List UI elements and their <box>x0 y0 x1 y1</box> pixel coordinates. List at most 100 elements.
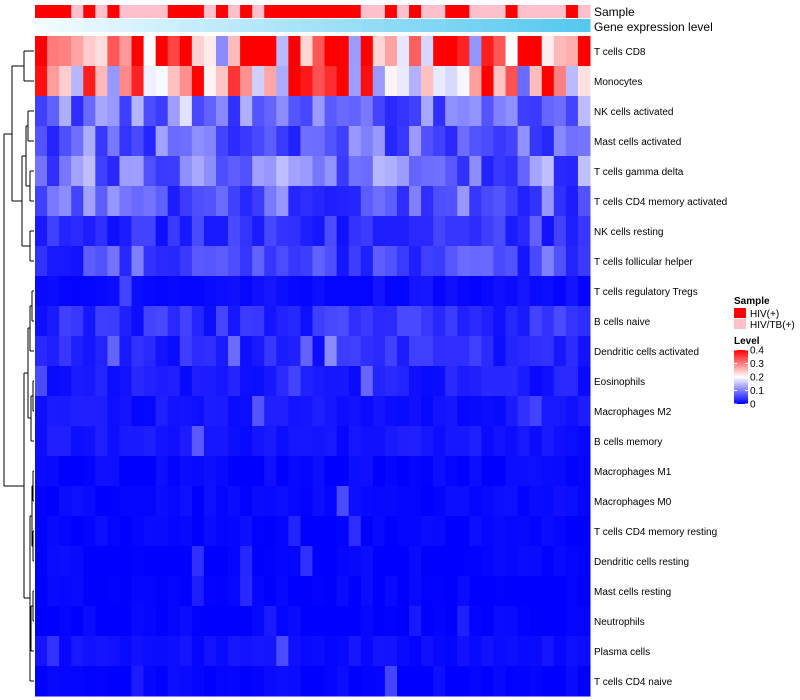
heatmap-cell <box>409 396 422 427</box>
heatmap-cell <box>517 396 531 427</box>
heatmap-cell <box>264 546 277 577</box>
expression-cell <box>553 19 567 32</box>
heatmap-cell <box>348 36 362 67</box>
expression-cell <box>95 19 108 32</box>
heatmap-cell <box>324 126 338 157</box>
heatmap-cell <box>95 66 108 97</box>
heatmap-cell <box>71 366 84 397</box>
heatmap-cell <box>131 36 145 67</box>
heatmap-cell <box>252 36 265 67</box>
heatmap-cell <box>372 66 386 97</box>
heatmap-cell <box>167 606 181 637</box>
heatmap-cell <box>228 516 241 547</box>
heatmap-cell <box>457 486 470 517</box>
expression-cell <box>457 19 470 32</box>
legend-label-hiv: HIV(+) <box>750 309 779 320</box>
heatmap-cell <box>529 546 543 577</box>
heatmap-cell <box>143 336 157 367</box>
heatmap-cell <box>505 516 519 547</box>
sample-cell <box>421 5 434 18</box>
heatmap-cell <box>421 216 434 247</box>
heatmap-cell <box>421 96 434 127</box>
heatmap-cell <box>312 216 326 247</box>
heatmap-cell <box>409 276 422 307</box>
heatmap-cell <box>469 186 482 217</box>
heatmap-cell <box>348 216 362 247</box>
heatmap-cell <box>565 96 579 127</box>
heatmap-cell <box>71 636 84 667</box>
heatmap-cell <box>541 336 555 367</box>
heatmap-cell <box>493 606 507 637</box>
heatmap-cell <box>203 456 217 487</box>
heatmap-cell <box>95 546 108 577</box>
heatmap-cell <box>469 156 482 187</box>
heatmap-cell <box>445 306 458 337</box>
heatmap-cell <box>167 516 181 547</box>
heatmap-cell <box>505 126 519 157</box>
heatmap-cell <box>324 216 338 247</box>
heatmap-cell <box>396 126 410 157</box>
heatmap-cell <box>252 606 265 637</box>
heatmap-cell <box>83 156 96 187</box>
heatmap-cell <box>240 186 253 217</box>
heatmap-cell <box>360 216 374 247</box>
heatmap-cell <box>191 426 205 457</box>
heatmap-cell <box>481 636 494 667</box>
heatmap-cell <box>457 576 470 607</box>
legend-swatch-hivtb <box>734 319 746 329</box>
sample-annotation-label: Sample <box>594 5 635 19</box>
heatmap-cell <box>493 306 507 337</box>
heatmap-cell <box>372 36 386 67</box>
heatmap-cell <box>71 546 84 577</box>
heatmap-cell <box>59 546 72 577</box>
heatmap-cell <box>288 366 301 397</box>
heatmap-cell <box>505 486 519 517</box>
heatmap-cell <box>143 306 157 337</box>
heatmap-cell <box>179 636 193 667</box>
heatmap-cell <box>143 636 157 667</box>
heatmap-cell <box>348 636 362 667</box>
heatmap-cell <box>577 336 591 367</box>
heatmap-cell <box>324 306 338 337</box>
heatmap-cell <box>396 366 410 397</box>
heatmap-cell <box>203 66 217 97</box>
heatmap-cell <box>384 546 398 577</box>
heatmap-cell <box>360 96 374 127</box>
heatmap-cell <box>481 186 494 217</box>
heatmap-cell <box>517 216 531 247</box>
heatmap-cell <box>577 456 591 487</box>
heatmap-cell <box>360 486 374 517</box>
heatmap-cell <box>348 96 362 127</box>
heatmap-cell <box>493 36 507 67</box>
heatmap-cell <box>517 336 531 367</box>
heatmap-cell <box>312 606 326 637</box>
heatmap-cell <box>348 516 362 547</box>
heatmap-cell <box>47 216 60 247</box>
heatmap-cell <box>445 36 458 67</box>
legend-tick-label: 0.3 <box>750 359 764 370</box>
heatmap-cell <box>565 606 579 637</box>
heatmap-cell <box>360 66 374 97</box>
heatmap-cell <box>107 246 120 277</box>
heatmap-cell <box>529 336 543 367</box>
heatmap-cell <box>577 156 591 187</box>
heatmap-cell <box>529 216 543 247</box>
heatmap-row <box>35 276 591 307</box>
sample-cell <box>312 5 326 18</box>
sample-cell <box>288 5 301 18</box>
heatmap-cell <box>577 396 591 427</box>
heatmap-cell <box>107 486 120 517</box>
heatmap-cell <box>565 486 579 517</box>
expression-cell <box>312 19 326 32</box>
heatmap-cell <box>47 126 60 157</box>
heatmap-cell <box>107 546 120 577</box>
heatmap-cell <box>541 246 555 277</box>
heatmap-cell <box>565 186 579 217</box>
expression-cell <box>469 19 482 32</box>
heatmap-cell <box>517 456 531 487</box>
heatmap-cell <box>517 666 531 697</box>
expression-cell <box>107 19 120 32</box>
heatmap-cell <box>481 576 494 607</box>
heatmap-cell <box>240 546 253 577</box>
row-label: T cells follicular helper <box>594 257 693 268</box>
